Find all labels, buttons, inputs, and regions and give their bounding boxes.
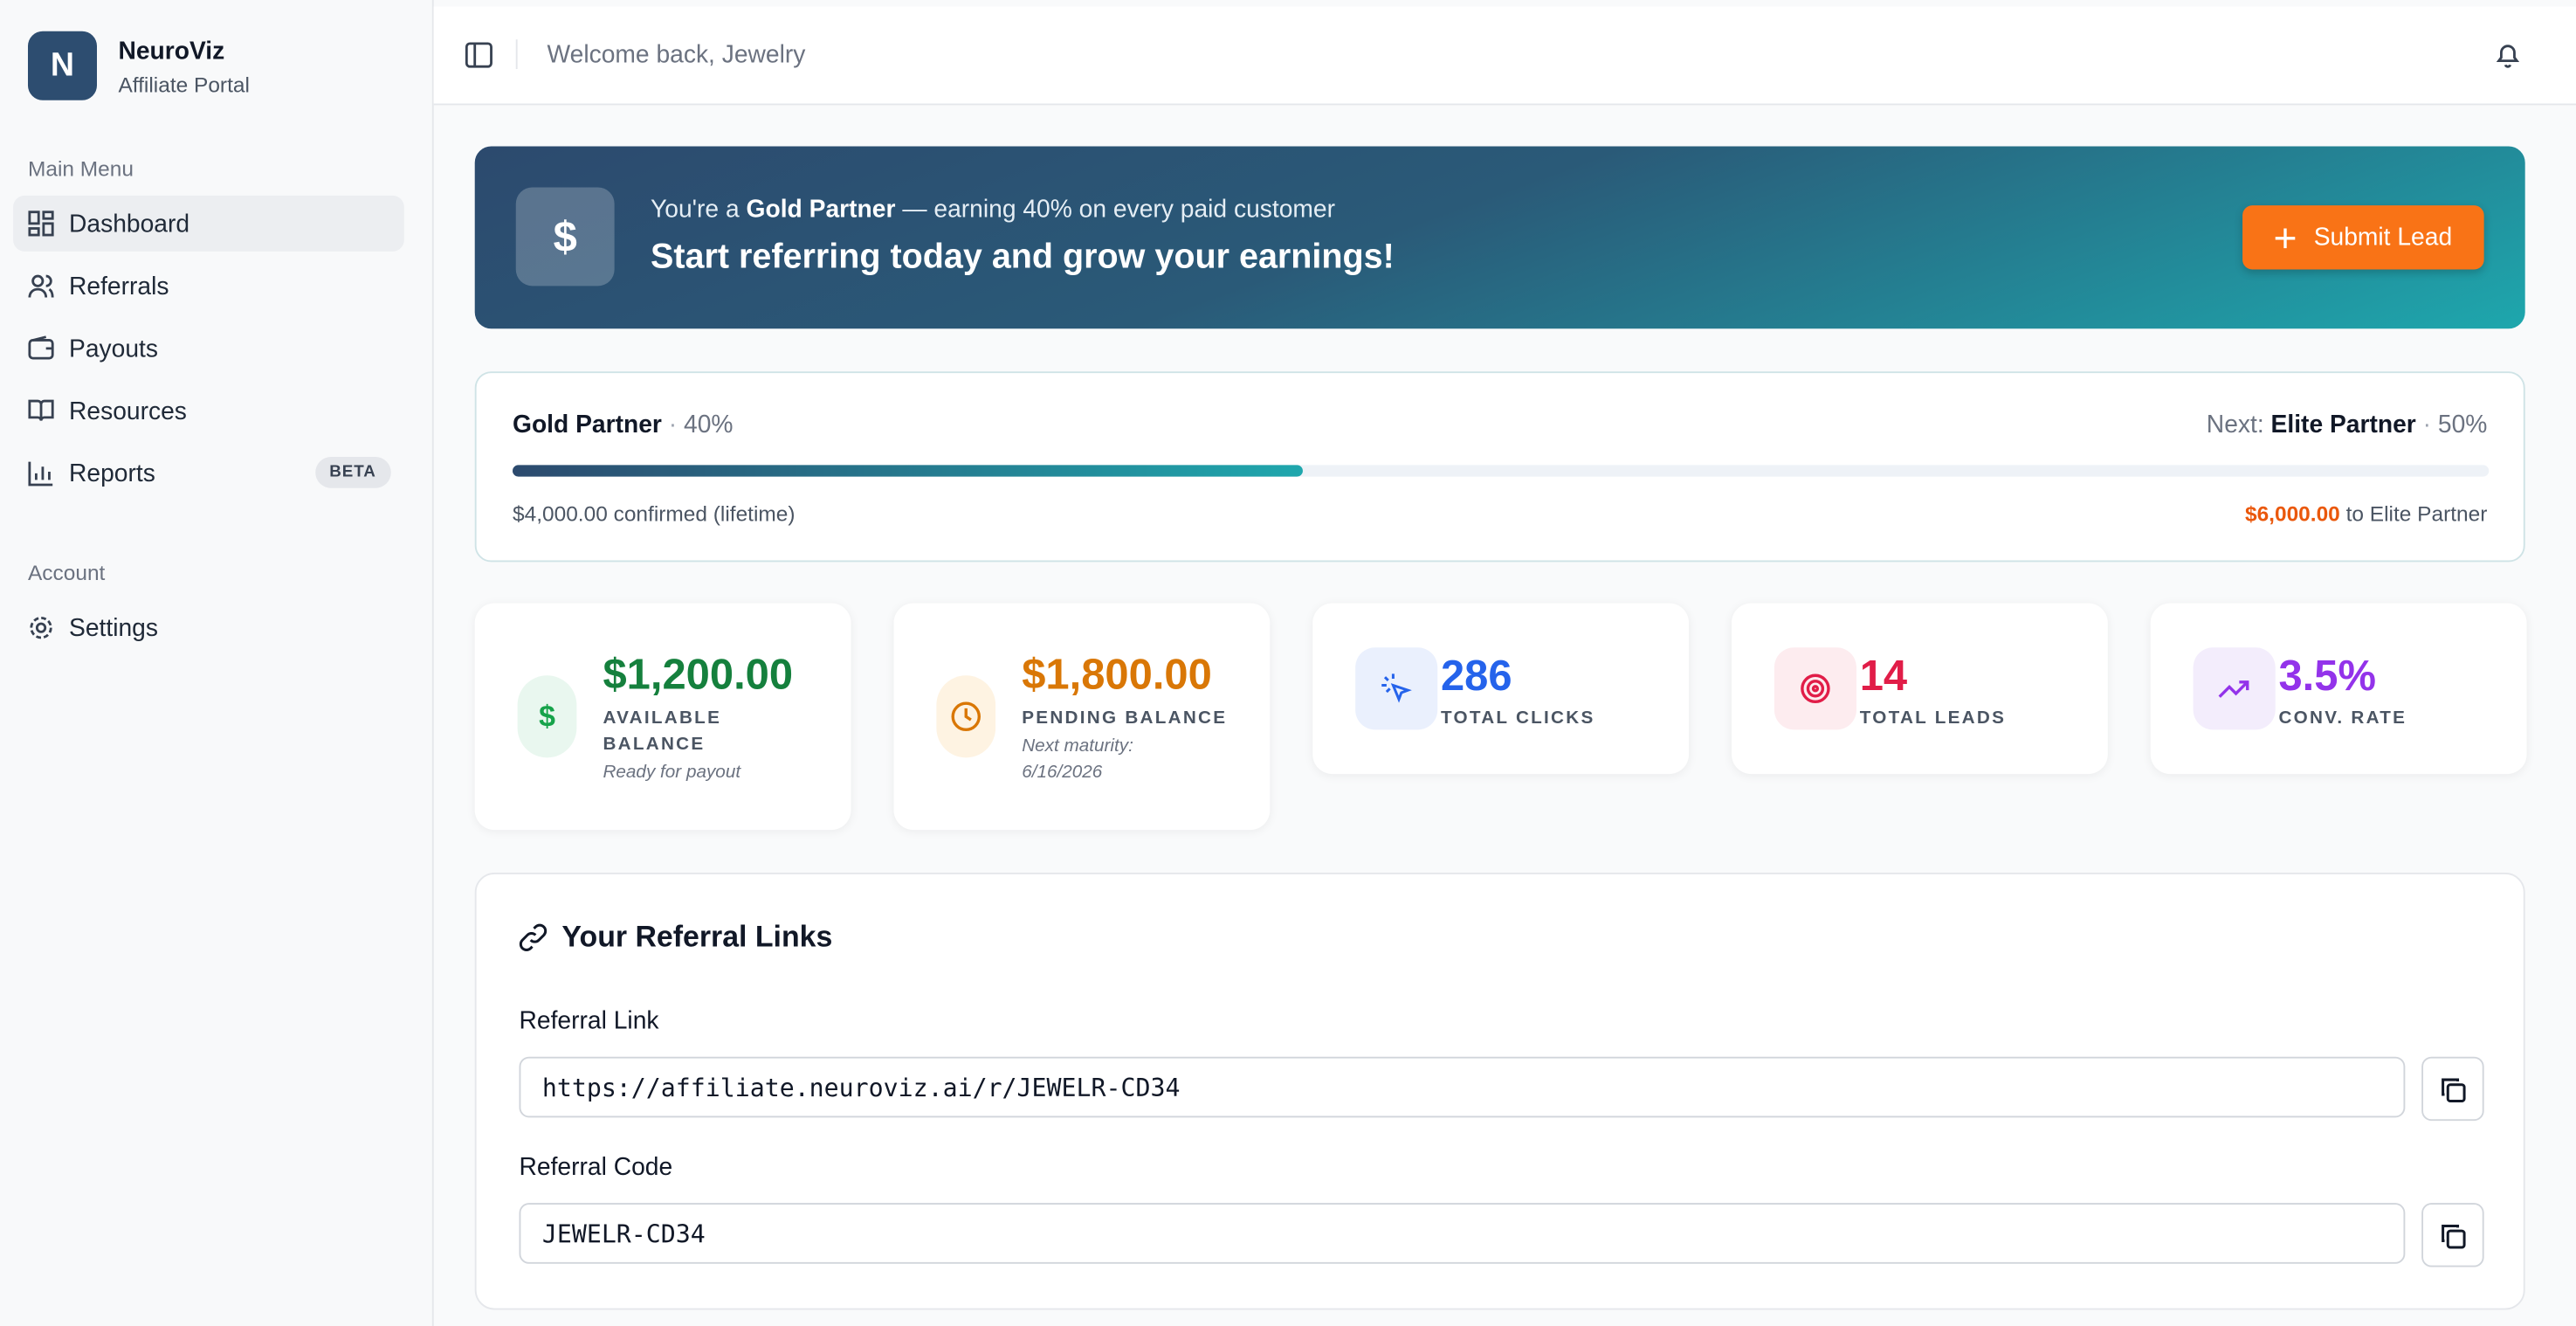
brand-subtitle: Affiliate Portal (118, 72, 250, 98)
nav-label: Settings (69, 613, 158, 642)
tier-rate: 40% (684, 411, 734, 439)
nav-label: Payouts (69, 334, 158, 363)
progress-fill (512, 465, 1304, 477)
tier-name: Gold Partner (512, 411, 662, 439)
submit-lead-button[interactable]: Submit Lead (2242, 205, 2484, 270)
banner-headline: Start referring today and grow your earn… (651, 238, 1395, 277)
stat-value: 3.5% (2278, 651, 2376, 701)
welcome: Welcome back, Jewelry (547, 41, 806, 70)
nav-label: Resources (69, 397, 187, 425)
text: You're a (651, 195, 740, 224)
stat-label: CONV. RATE (2278, 708, 2407, 729)
tier: Gold Partner (746, 195, 896, 224)
stat-note: Ready for payout (603, 762, 741, 783)
nav-label: Reports (69, 459, 155, 487)
nav-item[interactable]: Payouts (13, 321, 404, 376)
tier-card: Gold Partner · 40% Next: Elite Partner ·… (474, 371, 2525, 563)
stat-card: 286 TOTAL CLICKS (1312, 603, 1690, 775)
copy-button[interactable] (2421, 1056, 2484, 1122)
text: to Elite Partner (2345, 501, 2488, 527)
banner-subtitle: You're a Gold Partner — earning 40% on e… (651, 196, 1335, 224)
tier-rate: 50% (2437, 411, 2488, 439)
referral-code-field[interactable]: JEWELR-CD34 (519, 1203, 2406, 1264)
stat-label: PENDING BALANCE (1022, 708, 1228, 729)
stat-value: 286 (1440, 651, 1512, 701)
current-tier: Gold Partner · 40% (512, 411, 734, 439)
stat-note: Next maturity: 6/16/2026 (1022, 736, 1133, 783)
stat-card: $1,800.00 PENDING BALANCE Next maturity:… (893, 603, 1271, 831)
button-label: Submit Lead (2313, 223, 2453, 252)
stat-value: 14 (1859, 651, 1908, 701)
section-title: Account (27, 560, 106, 585)
header: Welcome back, Jewelry (433, 6, 2576, 106)
brand-name: NeuroViz (118, 38, 225, 66)
notifications[interactable] (2494, 41, 2522, 69)
confirmed: $4,000.00 confirmed (lifetime) (512, 501, 796, 527)
banner: $ You're a Gold Partner — earning 40% on… (474, 146, 2525, 329)
next-label: Next: (2206, 411, 2264, 439)
stat-card: 14 TOTAL LEADS (1731, 603, 2108, 775)
nav-item[interactable]: Dashboard (13, 195, 404, 252)
banner-icon: $ (515, 187, 615, 287)
remaining: $6,000.00 to Elite Partner (2245, 501, 2487, 526)
section-title: Main Menu (27, 155, 134, 181)
copy-button[interactable] (2421, 1203, 2484, 1267)
stat-icon: $ (517, 675, 577, 758)
next-tier: Next: Elite Partner · 50% (2206, 411, 2488, 439)
nav-item[interactable]: Reports BETA (13, 445, 404, 501)
nav-label: Referrals (69, 272, 169, 300)
progress-track (512, 465, 2490, 477)
stat-icon (2193, 647, 2276, 730)
remaining-amount: $6,000.00 (2244, 501, 2340, 527)
stat-icon (936, 675, 996, 758)
text: — earning 40% on every paid customer (902, 195, 1336, 224)
field-label: Referral Link (519, 1007, 659, 1036)
nav-label: Dashboard (69, 209, 190, 238)
tier-name: Elite Partner (2270, 411, 2416, 439)
stat-value: $1,200.00 (603, 649, 794, 699)
stat-label: TOTAL CLICKS (1440, 708, 1595, 729)
stat-icon (1355, 647, 1438, 730)
field-label: Referral Code (519, 1153, 673, 1182)
stat-card: 3.5% CONV. RATE (2150, 603, 2527, 775)
stat-icon (1774, 647, 1856, 730)
stat-value: $1,800.00 (1022, 649, 1212, 699)
stat-label: AVAILABLE BALANCE (603, 708, 722, 755)
nav-item[interactable]: Settings (13, 600, 404, 656)
beta-badge: BETA (314, 457, 391, 488)
sidebar-toggle[interactable] (465, 41, 492, 69)
logo[interactable]: N (27, 31, 98, 100)
nav-item[interactable]: Resources (13, 383, 404, 439)
stat-label: TOTAL LEADS (1859, 708, 2007, 729)
stat-card: $ $1,200.00 AVAILABLE BALANCE Ready for … (474, 603, 851, 831)
referral-card: Your Referral Links Referral Link https:… (474, 873, 2525, 1310)
referral-link-field[interactable]: https://affiliate.neuroviz.ai/r/JEWELR-C… (519, 1056, 2406, 1118)
nav-item[interactable]: Referrals (13, 258, 404, 314)
sidebar: N NeuroViz Affiliate Portal Main Menu Da… (0, 0, 434, 1326)
card-title: Your Referral Links (561, 920, 833, 954)
